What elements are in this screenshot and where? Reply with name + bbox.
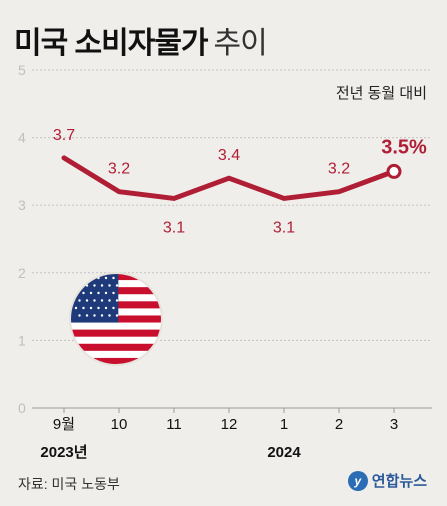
x-tick-label: 1 [280,416,288,433]
yonhap-logo: y 연합뉴스 [347,470,427,491]
unit-label: 전년 동월 대비 [335,85,427,102]
year-label: 2024 [267,444,301,461]
data-point-highlight [386,163,402,179]
x-tick-label: 10 [111,416,128,433]
series-line [61,155,397,201]
us-flag-icon [69,272,163,366]
x-tick-label: 9월 [53,416,75,433]
chart-title-sub: 추이 [213,27,268,60]
data-label-latest: 3.5% [381,136,427,158]
data-label: 3.7 [53,127,75,144]
y-tick-label: 2 [18,265,26,281]
year-label: 2023년 [40,444,87,461]
chart-title-main: 미국 소비자물가 [14,27,209,60]
y-tick-label: 1 [18,332,26,348]
x-tick-label: 3 [390,416,398,433]
logo-text: 연합뉴스 [371,473,427,490]
data-label: 3.2 [108,161,130,178]
y-tick-label: 3 [18,197,26,213]
data-label: 3.1 [273,219,295,236]
data-label: 3.2 [328,161,350,178]
data-label: 3.4 [218,147,240,164]
data-label: 3.1 [163,219,185,236]
x-tick-label: 12 [221,416,238,433]
source-note: 자료: 미국 노동부 [18,476,120,492]
y-tick-label: 4 [18,130,26,146]
x-tick-label: 11 [166,416,182,433]
y-tick-label: 0 [18,400,26,416]
x-tick-label: 2 [335,416,343,433]
chart-title: 미국 소비자물가 추이 [14,18,268,62]
yonhap-logo-icon: y [347,470,368,491]
y-tick-label: 5 [18,62,26,78]
